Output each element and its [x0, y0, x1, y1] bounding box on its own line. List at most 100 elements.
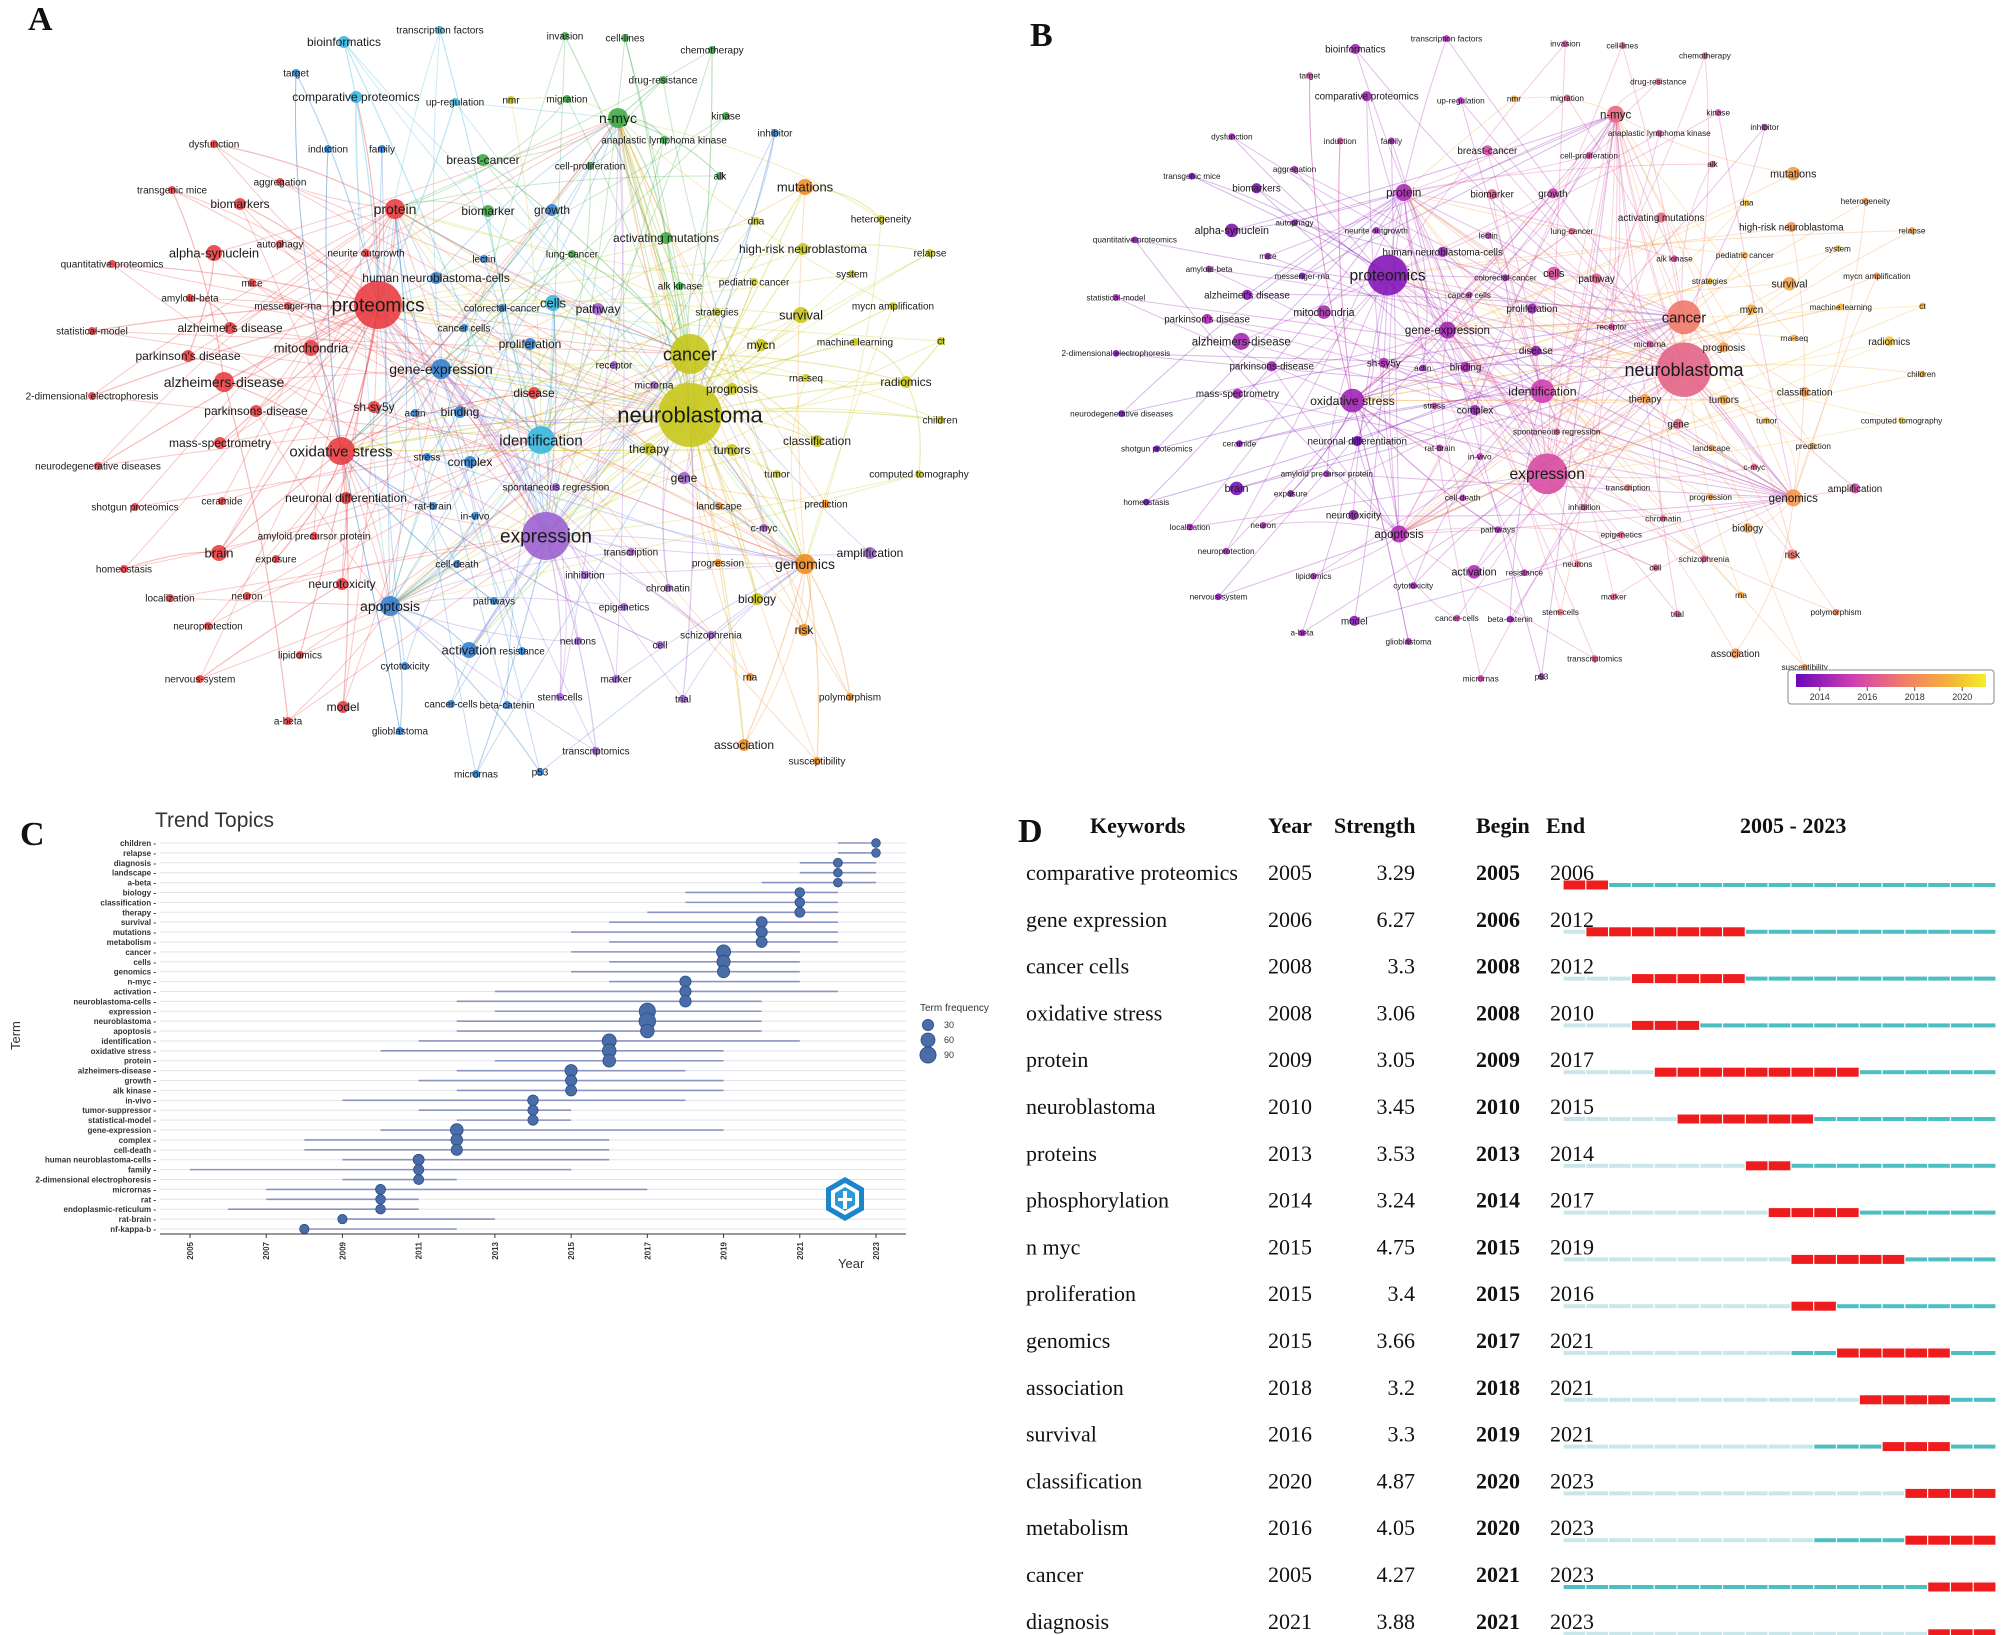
- network-a-edge-198: [313, 304, 379, 537]
- network-a-node-rat-brain: [429, 502, 437, 510]
- burst-seg-2006: [1586, 1070, 1608, 1075]
- network-a-edge-316: [545, 353, 691, 537]
- network-a-edge-172: [440, 368, 557, 488]
- network-b-node-lipidomics: [1310, 572, 1317, 580]
- network-a-edge-292: [389, 414, 691, 607]
- burst-seg-2018: [1859, 1538, 1882, 1543]
- network-a-edge-89: [189, 297, 691, 355]
- network-b-label-ceramide: ceramide: [1223, 440, 1257, 449]
- network-a-label-inhibition: inhibition: [565, 571, 604, 582]
- burst-header-begin: Begin: [1476, 813, 1530, 838]
- network-a-label-comparative-proteomics: comparative proteomics: [292, 90, 419, 104]
- network-a-label-strategies: strategies: [695, 308, 738, 319]
- network-b-label-receptor: receptor: [1597, 323, 1627, 332]
- network-a-node-dysfunction: [210, 140, 218, 148]
- network-b-edge-71: [1387, 229, 1913, 276]
- network-a-node-migration: [563, 95, 571, 103]
- burst-seg-2019: [1882, 1442, 1905, 1452]
- network-a-node-inhibition: [581, 571, 589, 579]
- burst-seg-2011: [1700, 1023, 1722, 1028]
- network-a-edges: [91, 29, 942, 775]
- network-a-edge-229: [340, 450, 495, 602]
- network-a-edge-135: [389, 384, 655, 607]
- network-a-label-relapse: relapse: [914, 249, 947, 260]
- network-b-edge-151: [1615, 114, 1685, 370]
- trend-term-landscape: landscape -: [112, 869, 156, 878]
- burst-seg-2019: [1882, 1395, 1905, 1405]
- burst-keyword: oxidative stress: [1026, 1000, 1162, 1025]
- trend-topics-chart: Trend Topics Term Year children -relapse…: [8, 809, 989, 1271]
- network-b-edge-195: [1546, 114, 1617, 474]
- network-b-edge-152: [1683, 364, 1922, 375]
- burst-seg-2018: [1859, 1023, 1882, 1028]
- burst-seg-2009: [1654, 1585, 1677, 1589]
- network-b-node-breast-cancer: [1482, 145, 1493, 156]
- network-a-node-tumor: [773, 470, 781, 478]
- network-b-edge-272: [1351, 400, 1409, 642]
- burst-seg-2023: [1973, 1304, 1996, 1309]
- burst-begin: 2019: [1476, 1422, 1520, 1447]
- burst-seg-2007: [1609, 1163, 1631, 1168]
- trend-xtick-label-2013: 2013: [491, 1241, 500, 1259]
- network-a-label-computed-tomography: computed tomography: [869, 470, 969, 481]
- burst-seg-2005: [1563, 1117, 1586, 1121]
- network-a-node-autophagy: [276, 240, 284, 248]
- network-a-label-classification: classification: [783, 434, 851, 448]
- burst-seg-2008: [1631, 1491, 1654, 1496]
- network-b-edge-165: [1352, 329, 1448, 402]
- network-a-label-growth: growth: [534, 203, 570, 217]
- burst-seg-2023: [1973, 1444, 1996, 1449]
- network-a-edge-215: [123, 414, 691, 570]
- burst-seg-2019: [1882, 1210, 1905, 1215]
- trend-point-diagnosis: [832, 857, 843, 868]
- network-b-node-complex: [1469, 405, 1481, 416]
- trend-term-rat-brain: rat-brain -: [119, 1215, 157, 1224]
- network-b-edge-205: [1236, 369, 1685, 489]
- burst-seg-2005: [1563, 880, 1586, 890]
- trend-point-2-dimensional-electrophoresis: [413, 1174, 425, 1185]
- network-a-node-in-vivo: [471, 512, 479, 520]
- network-b-label-radiomics: radiomics: [1868, 337, 1910, 348]
- network-b-edge-248: [1412, 390, 1543, 586]
- network-a-edge-96: [394, 208, 599, 310]
- network-a-node-beta-catenin: [503, 701, 511, 709]
- network-b-edge-57: [1447, 202, 1747, 331]
- network-a-edge-177: [440, 368, 778, 475]
- network-b-node-amyloid-beta: [1205, 265, 1213, 273]
- network-b-label-dna: dna: [1740, 199, 1754, 208]
- network-a-edge-262: [689, 414, 851, 698]
- network-a-edge-357: [905, 381, 921, 475]
- network-a-node-spontaneous-regression: [552, 483, 560, 491]
- network-a-edge-6: [624, 37, 691, 355]
- burst-seg-2019: [1882, 1348, 1905, 1358]
- network-a-edge-23: [617, 117, 691, 355]
- network-a-label-machine-learning: machine learning: [817, 338, 893, 349]
- network-b-edge-65: [1375, 113, 1616, 231]
- network-a-label-receptor: receptor: [596, 361, 633, 372]
- network-a-label-mass-spectrometry: mass-spectrometry: [169, 436, 271, 450]
- network-a-label-cell-proliferation: cell-proliferation: [555, 162, 626, 173]
- burst-seg-2012: [1723, 974, 1745, 984]
- network-a-edge-291: [689, 186, 806, 416]
- network-a-label-epigenetics: epigenetics: [599, 603, 650, 614]
- network-b-node-n-myc: [1607, 105, 1625, 123]
- burst-seg-2009: [1654, 927, 1677, 937]
- burst-strength: 3.53: [1377, 1141, 1416, 1166]
- burst-header-2005-2023: 2005 - 2023: [1740, 813, 1846, 838]
- network-b-edge-64: [1375, 230, 1448, 331]
- network-a-label-chemotherapy: chemotherapy: [680, 46, 743, 57]
- network-b-label-rat-brain: rat-brain: [1425, 444, 1456, 453]
- network-a-label-inhibitor: inhibitor: [757, 129, 793, 140]
- network-a-label-microrna: microrna: [635, 381, 674, 392]
- burst-seg-2008: [1631, 1163, 1654, 1168]
- network-a-edge-44: [279, 181, 691, 416]
- network-a-edge-101: [804, 305, 894, 565]
- network-a-edge-219: [662, 353, 691, 589]
- burst-row-n-myc: n myc 2015 4.75 2015 2019: [1026, 1234, 1996, 1264]
- network-a-node-inhibitor: [771, 129, 779, 137]
- network-a-label-system: system: [836, 270, 868, 281]
- burst-seg-2020: [1905, 1023, 1928, 1028]
- burst-row-phosphorylation: phosphorylation 2014 3.24 2014 2017: [1026, 1188, 1996, 1218]
- network-a-label-binding: binding: [441, 405, 480, 419]
